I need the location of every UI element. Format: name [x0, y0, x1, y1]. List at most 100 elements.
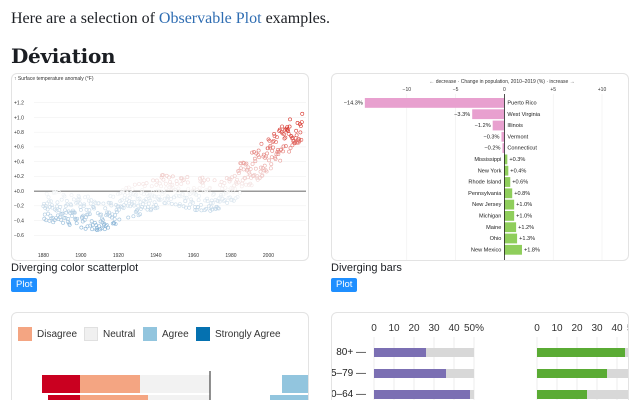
scatter-y-tick: +1.0 — [14, 115, 24, 121]
scatter-point — [251, 173, 256, 178]
scatter-point — [177, 203, 182, 208]
group-x-tick-right: 50% — [627, 323, 629, 334]
scatter-point — [199, 203, 203, 207]
bar-category-label: Pennsylvania — [468, 191, 502, 197]
scatter-point — [90, 227, 95, 232]
scatter-point — [282, 136, 287, 141]
scatter-point — [131, 214, 136, 219]
scatter-point — [174, 193, 178, 198]
scatter-point — [113, 222, 118, 226]
bar-value-label: +0.3% — [509, 157, 525, 163]
scatter-point — [244, 182, 248, 187]
group-x-tick-right: 10 — [551, 323, 563, 334]
scatter-x-tick: 1880 — [38, 253, 49, 259]
scatter-y-axis-label: ↑ Surface temperature anomaly (°F) — [14, 76, 94, 82]
scatter-point — [257, 176, 262, 181]
scatter-point — [167, 175, 171, 180]
scatter-point — [106, 225, 110, 230]
scatter-point — [138, 200, 143, 205]
scatter-point — [41, 201, 46, 206]
group-bar-right — [537, 348, 625, 357]
scatter-point — [216, 206, 221, 211]
scatter-point — [192, 186, 196, 190]
card-likert-chart[interactable]: Disagree Neutral Agree Strongly Agree — [11, 312, 309, 400]
likert-bar-agree — [282, 375, 308, 393]
scatter-point — [75, 216, 80, 221]
scatter-point — [269, 155, 274, 160]
scatter-point — [186, 187, 191, 192]
scatter-point — [76, 197, 80, 202]
scatter-point — [205, 196, 209, 201]
scatter-point — [169, 197, 173, 201]
scatter-point — [212, 192, 216, 196]
scatter-point — [187, 192, 192, 197]
scatter-point — [183, 199, 188, 204]
bar-value-label: −0.3% — [483, 134, 499, 140]
scatter-point — [137, 196, 142, 201]
bars-x-axis-label: ← decrease · Change in population, 2010–… — [429, 79, 574, 85]
card-grouped-bars[interactable]: 0 0 10 10 20 20 30 30 40 40 50% 50% 80+ — 65–79 — 50–… — [331, 312, 629, 400]
scatter-point — [92, 206, 96, 211]
scatter-point — [89, 219, 94, 224]
bar-michigan — [504, 211, 515, 221]
diverging-bars-chart: ← decrease · Change in population, 2010–… — [344, 79, 606, 260]
bar-mississippi — [504, 154, 508, 165]
scatter-point — [121, 190, 126, 195]
scatter-point — [156, 194, 161, 199]
scatter-point — [146, 201, 151, 206]
scatter-point — [49, 203, 54, 208]
scatter-point — [44, 191, 49, 196]
bar-pennsylvania — [504, 188, 513, 199]
scatter-point — [210, 200, 215, 205]
scatter-point — [181, 192, 186, 197]
scatter-point — [170, 174, 175, 179]
bar-connecticut — [502, 143, 505, 153]
scatter-point — [158, 189, 163, 194]
scatter-point — [89, 198, 94, 203]
scatter-point — [204, 206, 209, 211]
group-category-label: 50–64 — — [332, 389, 366, 400]
scatter-point — [196, 198, 201, 203]
scatter-point — [196, 205, 201, 210]
scatter-point — [59, 218, 64, 222]
scatter-point — [177, 202, 182, 207]
scatter-point — [250, 162, 255, 166]
scatter-point — [206, 177, 210, 182]
scatter-point — [289, 133, 293, 138]
scatter-point — [128, 204, 133, 209]
scatter-point — [50, 205, 55, 210]
card-diverging-bars[interactable]: ← decrease · Change in population, 2010–… — [331, 73, 629, 261]
scatter-point — [150, 190, 155, 194]
scatter-point — [77, 195, 81, 200]
scatter-point — [58, 205, 63, 209]
caption-diverging-scatterplot[interactable]: Diverging color scatterplot — [11, 262, 139, 274]
scatter-point — [157, 181, 162, 186]
plot-badge-bars[interactable]: Plot — [331, 278, 358, 292]
scatter-point — [62, 215, 66, 220]
group-category-label: 80+ — — [336, 347, 366, 358]
scatter-point — [298, 122, 302, 127]
scatter-point — [227, 179, 232, 184]
bar-illinois — [492, 120, 505, 131]
scatter-point — [55, 200, 60, 205]
plot-badge-scatterplot[interactable]: Plot — [11, 278, 38, 292]
scatter-point — [176, 186, 181, 191]
scatter-point — [124, 200, 128, 205]
scatter-point — [142, 184, 147, 188]
scatter-point — [233, 187, 238, 191]
grouped-bars-chart: 0 0 10 10 20 20 30 30 40 40 50% 50% 80+ — 65–79 — 50–… — [332, 323, 629, 400]
bar-maine — [504, 222, 517, 233]
scatter-point — [79, 225, 84, 230]
scatter-point — [67, 223, 72, 227]
scatter-point — [233, 196, 238, 201]
caption-diverging-bars[interactable]: Diverging bars — [331, 262, 402, 274]
observable-plot-link[interactable]: Observable Plot — [158, 10, 262, 27]
scatter-point — [231, 189, 236, 194]
bar-category-label: West Virginia — [507, 112, 541, 118]
scatter-point — [282, 132, 286, 137]
scatter-point — [239, 184, 244, 189]
scatter-point — [288, 146, 293, 150]
card-diverging-scatterplot[interactable]: ↑ Surface temperature anomaly (°F) +1.2 +… — [11, 73, 309, 261]
bar-category-label: New Mexico — [471, 247, 501, 253]
scatter-point — [275, 135, 279, 140]
